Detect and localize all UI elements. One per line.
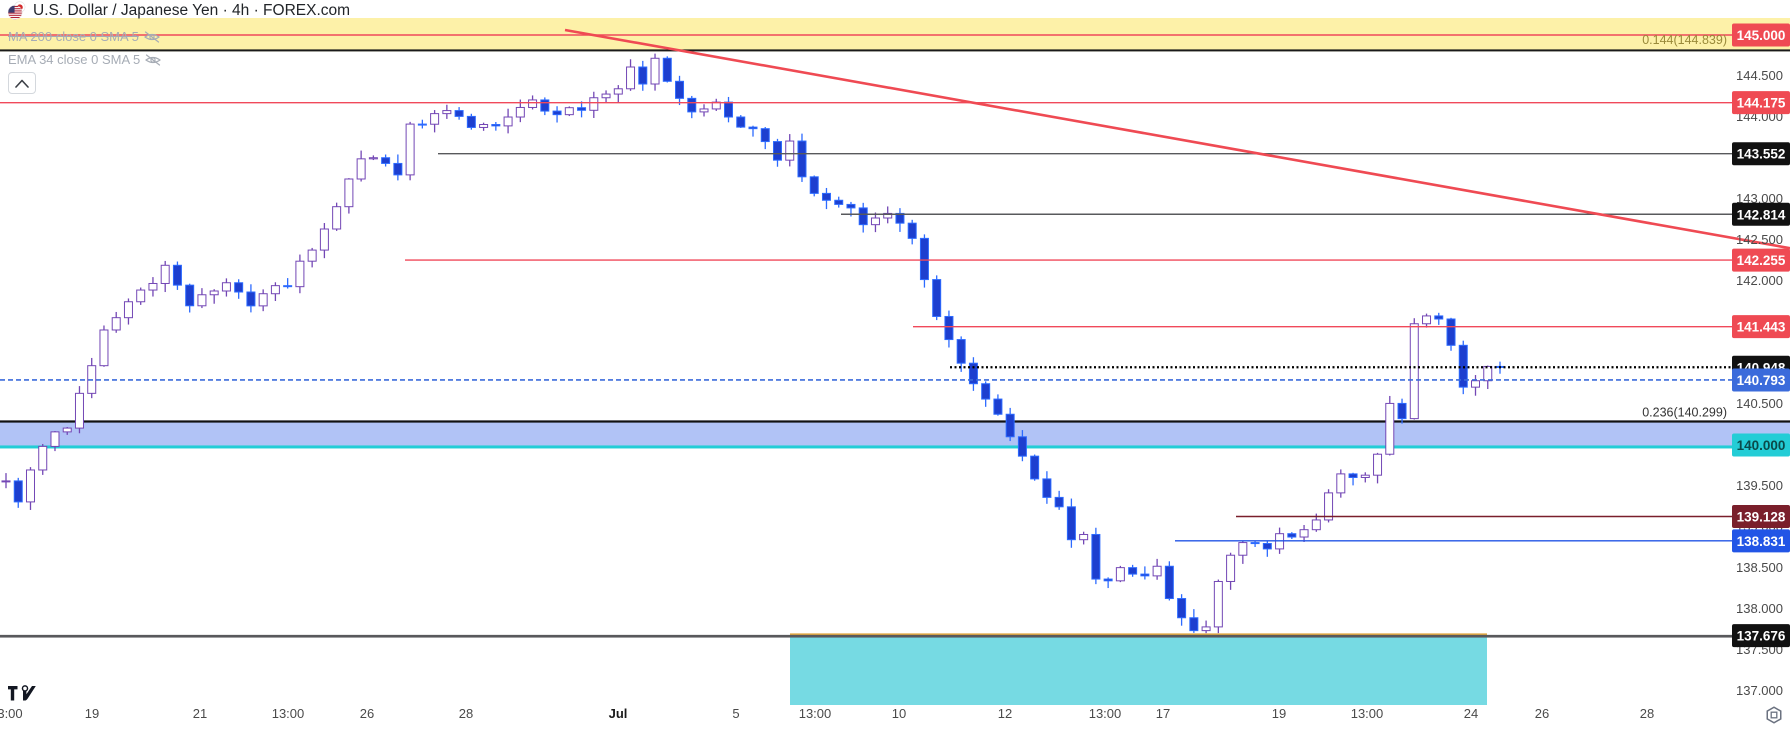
svg-text:142.814: 142.814 (1737, 207, 1786, 222)
svg-text:145.000: 145.000 (1737, 28, 1786, 43)
svg-text:137.000: 137.000 (1736, 683, 1783, 698)
svg-text:138.000: 138.000 (1736, 601, 1783, 616)
svg-text:0.144(144.839): 0.144(144.839) (1642, 33, 1727, 47)
svg-text:144.500: 144.500 (1736, 68, 1783, 83)
svg-text:140.793: 140.793 (1737, 373, 1786, 388)
svg-text:138.831: 138.831 (1737, 534, 1786, 549)
svg-text:142.500: 142.500 (1736, 232, 1783, 247)
svg-text:142.000: 142.000 (1736, 273, 1783, 288)
svg-text:139.128: 139.128 (1737, 510, 1786, 525)
svg-text:140.500: 140.500 (1736, 396, 1783, 411)
svg-text:139.500: 139.500 (1736, 478, 1783, 493)
svg-text:142.255: 142.255 (1737, 253, 1786, 268)
svg-text:143.552: 143.552 (1737, 147, 1786, 162)
svg-text:138.500: 138.500 (1736, 560, 1783, 575)
svg-text:144.175: 144.175 (1737, 96, 1786, 111)
svg-text:141.443: 141.443 (1737, 320, 1786, 335)
svg-text:0.236(140.299): 0.236(140.299) (1642, 405, 1727, 419)
svg-text:140.000: 140.000 (1737, 438, 1786, 453)
svg-text:137.676: 137.676 (1737, 629, 1786, 644)
